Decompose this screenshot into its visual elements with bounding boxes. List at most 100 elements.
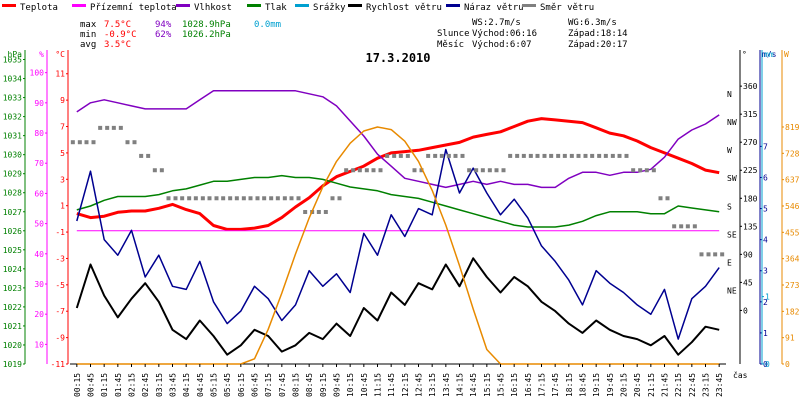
sm-r-v-tru-point <box>357 168 362 173</box>
hPa-tick-label: 1022 <box>3 303 22 312</box>
plot-area <box>70 90 725 365</box>
sm-r-v-tru-point <box>569 153 574 158</box>
hPa-tick-label: 1034 <box>3 75 22 84</box>
wm2-tick-label: 455 <box>785 228 800 237</box>
wm2-tick-label: 819 <box>785 123 800 132</box>
sm-r-v-tru-point <box>439 153 444 158</box>
celsius-tick-label: -1 <box>55 228 65 237</box>
sm-r-v-tru-point <box>378 168 383 173</box>
stat-max-hum: 94% <box>155 20 172 30</box>
sm-r-v-tru-point <box>515 153 520 158</box>
legend-swatch <box>176 4 190 7</box>
x-tick-label: 18:15 <box>565 373 574 397</box>
sm-r-v-tru-point <box>166 196 171 201</box>
legend-swatch <box>522 4 536 7</box>
slune-n-svit-line <box>76 126 720 365</box>
sm-r-v-tru-point <box>542 153 547 158</box>
sm-r-v-tru-point <box>98 125 103 130</box>
sm-r-v-tru-point <box>679 224 684 229</box>
sm-r-v-tru-point <box>330 196 335 201</box>
sm-r-v-tru-point <box>180 196 185 201</box>
legend-swatch <box>2 4 16 7</box>
direction-label: S <box>727 202 732 211</box>
direction-label: NW <box>727 118 737 127</box>
sm-r-v-tru-point <box>214 196 219 201</box>
mm-tick-label: 0 <box>765 360 770 369</box>
sm-r-v-tru-point <box>248 196 253 201</box>
degrees-tick-label: 135 <box>743 222 758 231</box>
legend-label: Vlhkost <box>194 3 232 13</box>
sm-r-v-tru-point <box>474 168 479 173</box>
sm-r-v-tru-point <box>501 168 506 173</box>
hPa-tick-label: 1030 <box>3 151 22 160</box>
x-tick-label: 12:15 <box>401 373 410 397</box>
sm-r-v-tru-point <box>364 168 369 173</box>
legend-label: Přízemní teplota <box>90 3 177 13</box>
hPa-tick-label: 1027 <box>3 208 22 217</box>
sm-r-v-tru-point <box>549 153 554 158</box>
sm-r-v-tru-point <box>323 209 328 214</box>
sm-r-v-tru-point <box>221 196 226 201</box>
legend-swatch <box>295 4 309 7</box>
percent-tick-label: 10 <box>34 340 44 349</box>
sm-r-v-tru-point <box>597 153 602 158</box>
sm-r-v-tru-point <box>685 224 690 229</box>
axes: hPa1019102010211022102310241025102610271… <box>3 50 800 369</box>
degrees-tick-label: 360 <box>743 82 758 91</box>
sm-r-v-tru-point <box>494 168 499 173</box>
wm2-tick-label: 273 <box>785 281 800 290</box>
x-tick-label: 11:15 <box>374 373 383 397</box>
x-tick-label: 09:45 <box>333 373 342 397</box>
degrees-tick-label: 270 <box>743 138 758 147</box>
direction-label: SW <box>727 174 737 183</box>
hPa-tick-label: 1029 <box>3 170 22 179</box>
sm-r-v-tru-point <box>146 153 151 158</box>
wind-sun-info: WS:2.7m/s WG:6.3m/s Slunce Východ:06:16 … <box>437 18 628 50</box>
sm-r-v-tru-point <box>234 196 239 201</box>
ms-tick-label: 6 <box>763 173 768 182</box>
direction-label: N <box>727 90 732 99</box>
percent-axis-label: % <box>39 50 44 59</box>
percent-tick-label: 80 <box>34 129 44 138</box>
hPa-tick-label: 1024 <box>3 265 22 274</box>
wind-speed-avg: WS:2.7m/s <box>472 18 521 28</box>
x-tick-label: 21:45 <box>661 373 670 397</box>
hPa-tick-label: 1021 <box>3 322 22 331</box>
ms-tick-label: 1 <box>763 329 768 338</box>
x-tick-label: 13:45 <box>442 373 451 397</box>
wind-gust-max: WG:6.3m/s <box>568 18 617 28</box>
celsius-tick-label: -11 <box>51 360 66 369</box>
ms-tick-label: 4 <box>763 236 768 245</box>
sm-r-v-tru-point <box>644 168 649 173</box>
x-tick-label: 10:45 <box>360 373 369 397</box>
legend: Teplota Přízemní teplota Vlhkost Tlak Srážky… <box>2 3 594 13</box>
ms-tick-label: 7 <box>763 142 768 151</box>
sm-r-v-tru-point <box>275 196 280 201</box>
sm-r-v-tru-point <box>631 168 636 173</box>
x-tick-label: 20:45 <box>633 373 642 397</box>
sm-r-v-tru-point <box>173 196 178 201</box>
moon-set: Západ:20:17 <box>568 40 628 50</box>
percent-tick-label: 50 <box>34 220 44 229</box>
sm-r-v-tru-point <box>303 209 308 214</box>
mm-tick-label: 1 <box>765 293 770 302</box>
sm-r-v-tru-point <box>125 140 130 145</box>
stat-max-temp: 7.5°C <box>104 20 131 30</box>
x-axis: 00:15 00:45 01:15 01:45 02:15 02:45 03:15 03:45… <box>73 364 724 397</box>
sm-r-v-tru-point <box>720 252 725 257</box>
sm-r-v-tru-point <box>91 140 96 145</box>
sm-r-v-tru-point <box>159 168 164 173</box>
sm-r-v-tru-point <box>453 153 458 158</box>
tlak-line <box>76 174 720 228</box>
sm-r-v-tru-point <box>624 153 629 158</box>
legend-label: Teplota <box>20 3 58 13</box>
percent-tick-label: 60 <box>34 189 44 198</box>
legend-swatch <box>247 4 261 7</box>
hPa-tick-label: 1032 <box>3 113 22 122</box>
sm-r-v-tru-point <box>70 140 75 145</box>
x-tick-label: 13:15 <box>428 373 437 397</box>
rychlost-v-tru-line <box>75 257 720 356</box>
stat-max-press: 1028.9hPa <box>182 20 231 30</box>
sun-rise: Východ:06:16 <box>472 29 537 39</box>
sm-r-v-tru-point <box>398 153 403 158</box>
